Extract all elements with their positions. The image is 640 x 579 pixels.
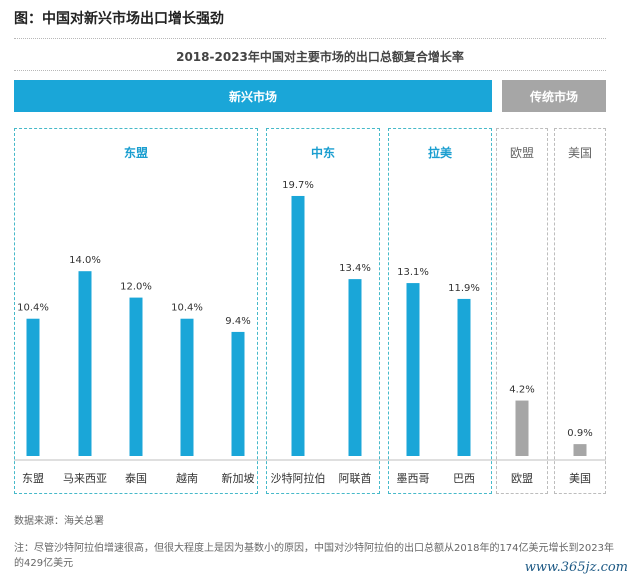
data-label-沙特阿拉伯: 19.7% — [282, 180, 314, 191]
footnote: 注：尽管沙特阿拉伯增速很高，但很大程度上是因为基数小的原因，中国对沙特阿拉伯的出… — [14, 543, 614, 569]
figure-title: 图：中国对新兴市场出口增长强劲 — [14, 11, 224, 27]
data-label-美国: 0.9% — [567, 428, 592, 439]
data-label-新加坡: 9.4% — [225, 316, 250, 327]
data-label-巴西: 11.9% — [448, 283, 480, 294]
category-label-越南: 越南 — [176, 471, 198, 485]
emerging-market-band: 新兴市场 — [14, 80, 492, 112]
bar-美国 — [573, 444, 587, 456]
us-group-box — [554, 128, 606, 494]
bar-泰国 — [129, 297, 143, 456]
bar-墨西哥 — [406, 283, 420, 456]
watermark: www.365jz.com — [524, 560, 628, 575]
region-label-asean: 东盟 — [123, 146, 148, 160]
category-label-马来西亚: 马来西亚 — [63, 472, 107, 485]
middle-east-group-box — [266, 128, 380, 494]
data-source: 数据来源：海关总署 — [14, 516, 104, 527]
category-label-泰国: 泰国 — [125, 471, 147, 485]
bar-阿联酋 — [348, 279, 362, 456]
bar-越南 — [180, 318, 194, 456]
region-label-latam: 拉美 — [427, 146, 452, 160]
category-label-墨西哥: 墨西哥 — [397, 472, 430, 485]
region-label-middle-east: 中东 — [310, 146, 335, 160]
bar-巴西 — [457, 298, 471, 456]
bar-新加坡 — [231, 331, 245, 456]
asean-group-box — [14, 128, 258, 494]
chart-title: 2018-2023年中国对主要市场的出口总额复合增长率 — [176, 50, 464, 64]
category-label-欧盟: 欧盟 — [511, 472, 533, 485]
eu-group-box — [496, 128, 548, 494]
data-label-欧盟: 4.2% — [509, 385, 534, 396]
bar-马来西亚 — [78, 271, 92, 456]
data-label-越南: 10.4% — [171, 303, 203, 314]
category-label-美国: 美国 — [569, 472, 591, 485]
bar-东盟 — [26, 318, 40, 456]
data-label-泰国: 12.0% — [120, 282, 152, 293]
category-label-巴西: 巴西 — [453, 472, 475, 485]
category-label-沙特阿拉伯: 沙特阿拉伯 — [271, 471, 326, 485]
data-label-马来西亚: 14.0% — [69, 255, 101, 266]
category-label-阿联酋: 阿联酋 — [339, 471, 372, 485]
region-label-us: 美国 — [567, 146, 592, 160]
latam-group-box — [388, 128, 492, 494]
data-label-墨西哥: 13.1% — [397, 267, 429, 278]
category-label-新加坡: 新加坡 — [222, 471, 255, 485]
traditional-market-band: 传统市场 — [502, 80, 606, 112]
bar-沙特阿拉伯 — [291, 195, 305, 456]
data-label-东盟: 10.4% — [17, 303, 49, 314]
category-label-东盟: 东盟 — [22, 472, 44, 485]
title-divider — [14, 70, 606, 71]
region-label-eu: 欧盟 — [509, 146, 534, 160]
data-label-阿联酋: 13.4% — [339, 263, 371, 274]
bar-欧盟 — [515, 400, 529, 456]
top-divider — [14, 38, 606, 39]
